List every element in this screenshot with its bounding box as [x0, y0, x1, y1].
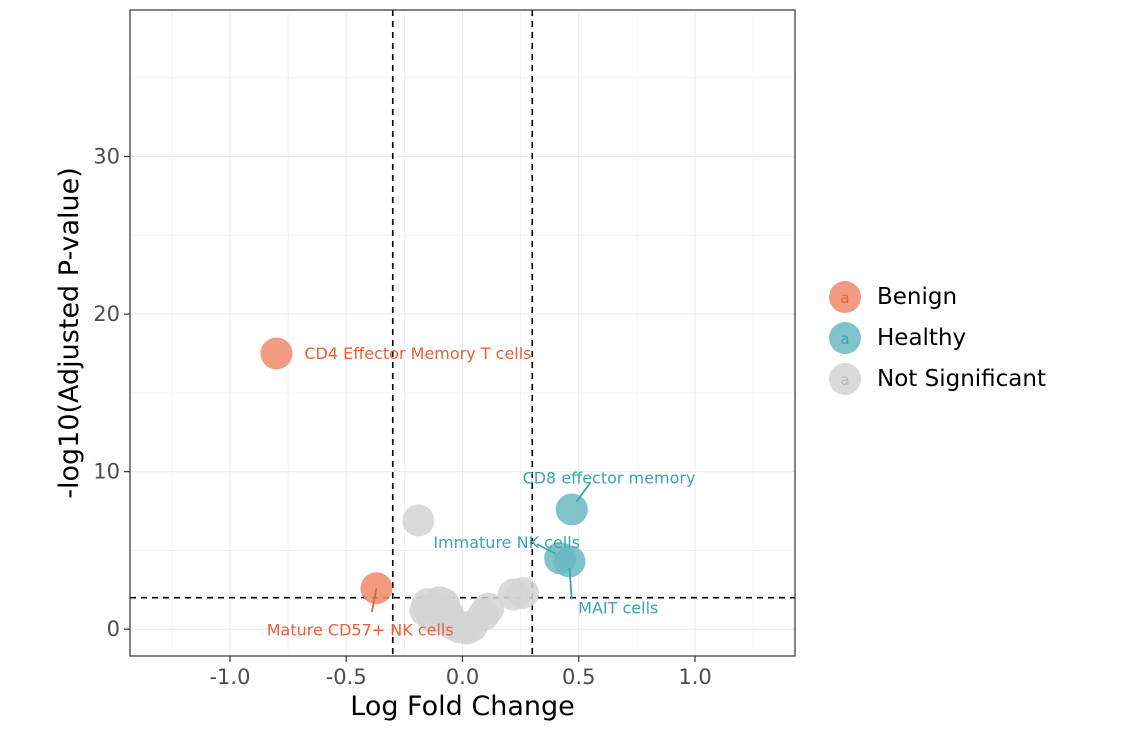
- data-point-healthy: [553, 545, 586, 578]
- threshold-lines: [130, 10, 795, 656]
- y-tick-label: 0: [107, 617, 120, 641]
- legend-item-healthy: a Healthy: [829, 322, 966, 354]
- point-label: CD8 effector memory: [523, 468, 696, 487]
- legend-item-ns: a Not Significant: [829, 363, 1046, 395]
- legend-key: [829, 322, 861, 354]
- grid-lines: [130, 10, 795, 656]
- x-tick-label: 0.0: [446, 665, 479, 689]
- data-point-ns: [402, 504, 435, 537]
- y-axis-title: -log10(Adjusted P-value): [54, 167, 85, 499]
- x-tick-label: 0.5: [562, 665, 595, 689]
- legend-label: Benign: [877, 284, 957, 310]
- data-point-benign: [260, 337, 293, 370]
- point-label: MAIT cells: [578, 598, 658, 617]
- legend-key: [829, 363, 861, 395]
- point-label: Mature CD57+ NK cells: [267, 621, 454, 640]
- legend-key-glyph: a: [840, 330, 849, 348]
- x-axis-title: Log Fold Change: [350, 691, 575, 722]
- label-segments: [370, 482, 592, 613]
- x-tick-label: 1.0: [678, 665, 711, 689]
- data-point-ns: [472, 592, 505, 625]
- legend-key: [829, 281, 861, 313]
- x-tick-label: -1.0: [209, 665, 250, 689]
- y-tick-label: 30: [93, 145, 120, 169]
- data-point-ns: [506, 576, 539, 609]
- legend: a Benign a Healthy a Not Significant: [829, 281, 1046, 395]
- y-axis: 0 10 20 30: [93, 145, 130, 641]
- legend-item-benign: a Benign: [829, 281, 957, 313]
- data-point-healthy: [555, 493, 588, 526]
- y-tick-label: 20: [93, 302, 120, 326]
- legend-key-glyph: a: [840, 289, 849, 307]
- x-tick-label: -0.5: [326, 665, 367, 689]
- x-axis: -1.0 -0.5 0.0 0.5 1.0: [209, 656, 712, 689]
- label-segment: [575, 482, 592, 503]
- label-segment: [568, 567, 573, 600]
- label-segment: [370, 588, 378, 613]
- legend-key-glyph: a: [840, 371, 849, 389]
- legend-label: Not Significant: [877, 366, 1046, 392]
- data-points: [260, 337, 588, 645]
- point-label: CD4 Effector Memory T cells: [304, 344, 531, 363]
- y-tick-label: 10: [93, 460, 120, 484]
- label-segment: [536, 543, 556, 555]
- point-labels: CD4 Effector Memory T cells Mature CD57+ …: [267, 344, 696, 640]
- point-label: Immature NK cells: [433, 533, 580, 552]
- legend-label: Healthy: [877, 325, 966, 351]
